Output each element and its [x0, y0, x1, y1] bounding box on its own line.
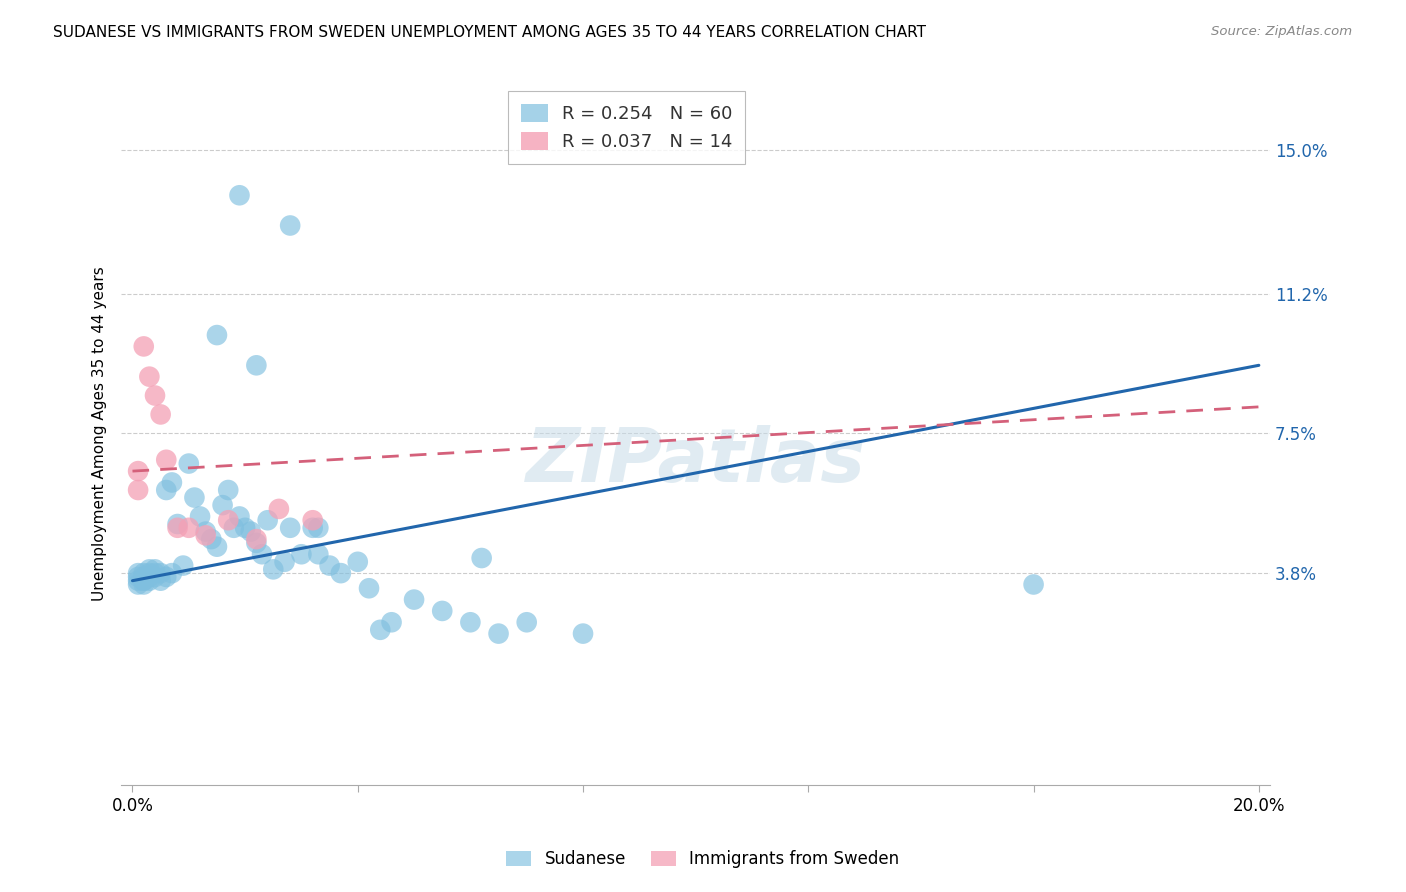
Point [205, 328, 228, 343]
Point [301, 513, 323, 527]
Point [132, 570, 155, 584]
Point [155, 570, 177, 584]
Y-axis label: Unemployment Among Ages 35 to 44 years: Unemployment Among Ages 35 to 44 years [93, 266, 107, 600]
Point [132, 339, 155, 353]
Point [217, 513, 239, 527]
Text: Source: ZipAtlas.com: Source: ZipAtlas.com [1212, 25, 1353, 38]
Point [172, 558, 194, 573]
Point [488, 626, 510, 640]
Point [329, 566, 352, 581]
Point [155, 452, 177, 467]
Point [404, 592, 426, 607]
Point [357, 581, 380, 595]
Point [245, 536, 267, 550]
Point [194, 528, 217, 542]
Legend: Sudanese, Immigrants from Sweden: Sudanese, Immigrants from Sweden [499, 844, 907, 875]
Point [183, 491, 205, 505]
Text: ZIPatlas: ZIPatlas [526, 425, 866, 498]
Point [160, 475, 183, 490]
Point [166, 516, 188, 531]
Point [301, 521, 323, 535]
Point [143, 570, 166, 584]
Point [138, 570, 160, 584]
Point [127, 574, 149, 588]
Point [273, 555, 295, 569]
Point [290, 547, 312, 561]
Point [143, 562, 166, 576]
Point [228, 188, 250, 202]
Point [127, 577, 149, 591]
Point [127, 570, 149, 584]
Point [132, 577, 155, 591]
Point [572, 626, 595, 640]
Point [245, 532, 267, 546]
Point [471, 551, 494, 566]
Point [200, 532, 222, 546]
Point [138, 574, 160, 588]
Point [149, 574, 172, 588]
Point [194, 524, 217, 539]
Point [143, 388, 166, 402]
Point [132, 566, 155, 581]
Text: SUDANESE VS IMMIGRANTS FROM SWEDEN UNEMPLOYMENT AMONG AGES 35 TO 44 YEARS CORREL: SUDANESE VS IMMIGRANTS FROM SWEDEN UNEMP… [53, 25, 927, 40]
Point [217, 483, 239, 497]
Point [228, 509, 250, 524]
Point [177, 457, 200, 471]
Point [346, 555, 368, 569]
Point [127, 566, 149, 581]
Point [138, 566, 160, 581]
Point [149, 566, 172, 581]
Point [138, 369, 160, 384]
Point [205, 540, 228, 554]
Point [368, 623, 391, 637]
Point [160, 566, 183, 581]
Point [460, 615, 482, 630]
Point [239, 524, 262, 539]
Point [132, 574, 155, 588]
Point [278, 219, 301, 233]
Point [278, 521, 301, 535]
Point [149, 408, 172, 422]
Point [155, 483, 177, 497]
Point [318, 558, 340, 573]
Point [432, 604, 454, 618]
Point [245, 359, 267, 373]
Point [233, 521, 256, 535]
Legend: R = 0.254   N = 60, R = 0.037   N = 14: R = 0.254 N = 60, R = 0.037 N = 14 [508, 91, 745, 164]
Point [132, 574, 155, 588]
Point [188, 509, 211, 524]
Point [262, 562, 284, 576]
Point [177, 521, 200, 535]
Point [516, 615, 538, 630]
Point [211, 498, 233, 512]
Point [307, 547, 329, 561]
Point [1022, 577, 1045, 591]
Point [267, 502, 290, 516]
Point [138, 562, 160, 576]
Point [222, 521, 245, 535]
Point [250, 547, 273, 561]
Point [256, 513, 278, 527]
Point [166, 521, 188, 535]
Point [143, 566, 166, 581]
Point [307, 521, 329, 535]
Point [380, 615, 402, 630]
Point [127, 464, 149, 478]
Point [127, 483, 149, 497]
